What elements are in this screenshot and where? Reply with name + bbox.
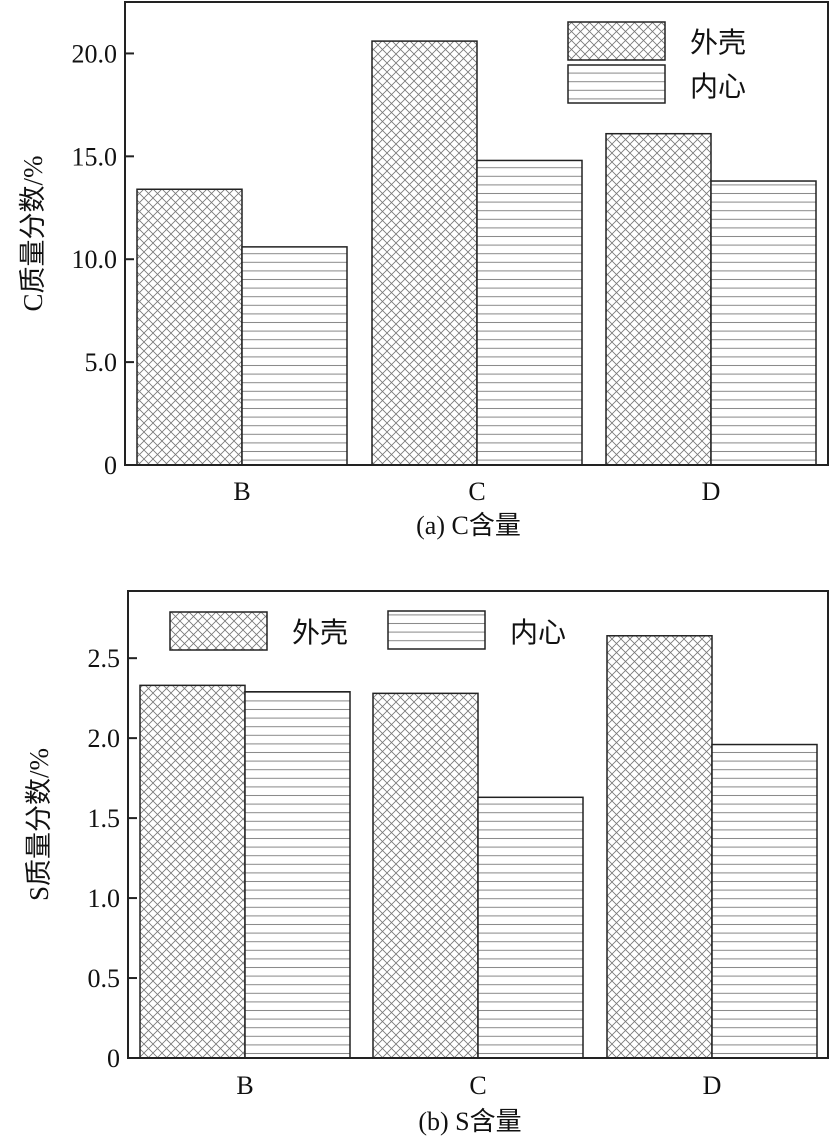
chart-title: (a) C含量: [416, 511, 521, 540]
x-category-label: B: [236, 1071, 253, 1100]
bar-outer-shell-C: [372, 692, 479, 1059]
y-tick-label: 10.0: [72, 245, 118, 274]
y-tick-label: 2.0: [88, 724, 121, 753]
bar-outer-shell-B: [136, 188, 243, 466]
legend-label-outer-shell: 外壳: [690, 27, 746, 59]
y-tick-label: 1.5: [88, 804, 121, 833]
y-tick-label: 0.5: [88, 964, 121, 993]
plot-frame: [127, 590, 829, 1059]
y-tick-label: 1.0: [88, 884, 121, 913]
y-tick-label: 0: [107, 1044, 120, 1073]
legend-swatch-inner-core: [567, 64, 666, 104]
bar-outer-shell-D: [606, 635, 713, 1059]
bar-inner-core-C: [476, 159, 583, 466]
legend-swatch-outer-shell: [567, 21, 666, 61]
bar-inner-core-D: [711, 743, 818, 1059]
bar-outer-shell-C: [371, 40, 478, 466]
bar-inner-core-C: [477, 796, 584, 1059]
legend-label-inner-core: 内心: [510, 617, 566, 649]
x-category-label: D: [703, 1071, 722, 1100]
bar-outer-shell-B: [139, 684, 246, 1059]
bar-inner-core-B: [244, 691, 351, 1059]
bar-inner-core-B: [241, 246, 348, 466]
y-tick-label: 20.0: [72, 39, 118, 68]
chart-title: (b) S含量: [418, 1107, 521, 1136]
x-category-label: D: [702, 477, 721, 506]
y-tick-label: 0: [104, 451, 117, 480]
x-category-label: C: [468, 477, 485, 506]
legend-swatch-outer-shell: [169, 611, 268, 651]
y-axis-label: C质量分数/%: [18, 155, 48, 311]
x-category-label: B: [233, 477, 250, 506]
chart-s-content: 0 0.5 1.0 1.5 2.0 2.5 B C D S质量分数/% (b) S含量 外壳 内心: [24, 590, 829, 1136]
y-tick-label: 15.0: [72, 142, 118, 171]
legend-label-outer-shell: 外壳: [292, 617, 348, 649]
plot-frame: [124, 1, 829, 466]
legend-label-inner-core: 内心: [690, 71, 746, 103]
y-tick-label: 5.0: [85, 348, 118, 377]
y-tick-label: 2.5: [88, 644, 121, 673]
x-category-label: C: [469, 1071, 486, 1100]
bar-inner-core-D: [710, 180, 817, 466]
y-axis-label: S质量分数/%: [24, 748, 54, 901]
legend-swatch-inner-core: [387, 610, 486, 650]
bar-outer-shell-D: [605, 132, 712, 466]
